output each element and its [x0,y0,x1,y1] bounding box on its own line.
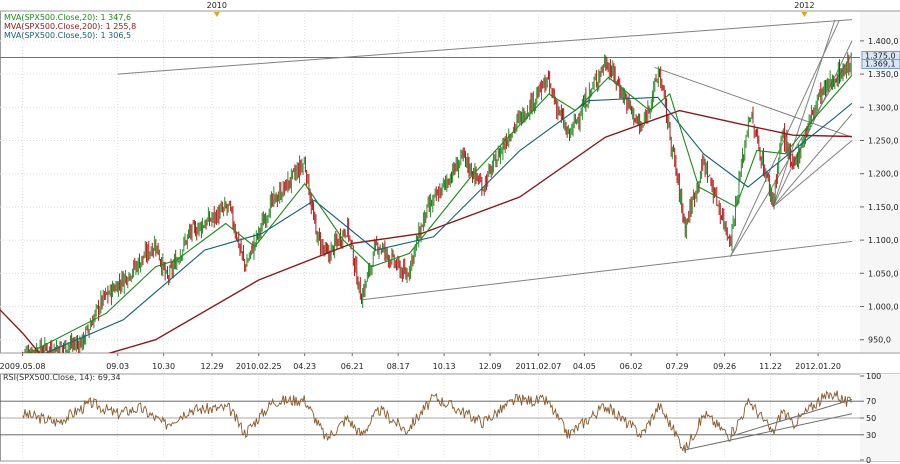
x-tick-label: 11.22 [759,362,782,371]
price-tick-label: 1.200,0 [868,170,899,179]
price-tick-label: 950,0 [868,336,891,345]
x-tick-label: 12.29 [201,362,224,371]
last-value-label: 1.369,1 [865,59,896,68]
x-tick-label: 2012.01.20 [795,362,841,371]
legend-entry: MVA(SPX500.Close,200): 1 255,8 [4,22,136,31]
rsi-tick-label: 100 [866,372,881,381]
rsi-tick-label: 30 [866,431,876,440]
trendline [117,19,852,75]
rsi-plot-frame [0,373,900,462]
ma20-line [27,75,853,353]
ma50-line [44,96,853,353]
x-tick-label: 12.09 [479,362,502,371]
ma200-line [0,109,852,353]
legend-entry: MVA(SPX500.Close,20): 1 347,6 [4,13,131,22]
rsi-panel: 100 70 50 30 0 RSI(SPX500.Close, 14): 69,34 [0,372,900,464]
price-tick-label: 1.100,0 [868,236,899,245]
price-plot-area [0,19,860,353]
x-tick-label: 10.13 [433,362,456,371]
trendline [361,240,852,301]
x-tick-label: 2010.02.25 [236,362,282,371]
trendline [654,66,853,138]
last-value-label-2: 1.375,0 [865,51,896,60]
last-value-badge [861,58,900,69]
rsi-trendline [730,399,853,437]
x-tick-label: 09.03 [106,362,129,371]
x-tick-label: 06.21 [341,362,364,371]
trendline [772,19,836,208]
price-tick-label: 1.250,0 [868,136,899,145]
rsi-tick-label: 70 [866,397,876,406]
price-tick-label: 1.300,0 [868,103,899,112]
rsi-tick-label: 0 [866,456,871,464]
x-tick-label: 04.05 [573,362,596,371]
trendline [772,140,853,208]
rsi-trendline [684,413,853,451]
trendline [772,113,853,208]
rsi-title: RSI(SPX500.Close, 14): 69,34 [3,373,121,382]
rsi-tick-label: 50 [866,414,876,423]
x-tick-label: 07.29 [666,362,689,371]
rsi-line [22,390,852,454]
legend-entry: MVA(SPX500.Close,50): 1 306,5 [4,31,131,40]
year-marker-icon [213,12,220,17]
x-tick-label: 2011.02.07 [516,362,562,371]
year-marker-icon [801,12,808,17]
price-tick-label: 1.350,0 [868,70,899,79]
price-tick-label: 1.050,0 [868,269,899,278]
rsi-axis-band [860,374,900,461]
x-tick-label: 04.23 [293,362,316,371]
top-axis-label: 2012 [794,1,814,10]
price-tick-label: 1.000,0 [868,303,899,312]
price-tick-label: 1.150,0 [868,203,899,212]
x-tick-label: 10.30 [152,362,175,371]
rsi-plot-area [22,390,853,454]
x-tick-label: 08.17 [387,362,410,371]
top-axis-label: 2010 [207,1,227,10]
x-tick-label: 09.26 [713,362,736,371]
price-tick-label: 1.400,0 [868,37,899,46]
x-tick-label: 06.02 [620,362,643,371]
x-tick-label: 2009.05.08 [0,362,45,371]
price-panel: 2010 2012 1.400,0 1.350,0 1.300,0 1.250,0 1.20… [0,1,900,371]
